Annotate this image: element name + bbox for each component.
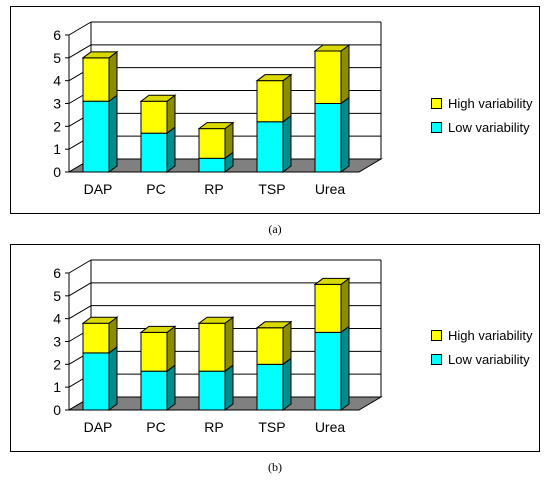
chart-b-bar-urea-high-top bbox=[313, 277, 351, 285]
chart-a-xtick-label-tsp: TSP bbox=[258, 181, 285, 197]
legend-a-low-swatch bbox=[431, 121, 442, 133]
chart-a-ytick-label-6: 6 bbox=[53, 27, 61, 43]
legend-a-high-swatch bbox=[431, 97, 442, 109]
chart-b-bar-pc-low-side bbox=[166, 364, 176, 411]
chart-a-bar-rp-low-front bbox=[198, 157, 226, 173]
chart-b-bar-pc-high-top bbox=[139, 325, 177, 333]
chart-a-bar-urea-low-front bbox=[314, 103, 342, 173]
chart-panel-b: 0 1 2 3 4 5 6 DAP PC RP TSP Urea High variability L… bbox=[10, 244, 540, 452]
caption-b: (b) bbox=[268, 460, 282, 474]
chart-a-bar-tsp-low-side bbox=[282, 114, 292, 173]
chart-b-bar-urea-low-front bbox=[314, 331, 342, 411]
chart-a-bar-urea-high-front bbox=[314, 50, 342, 104]
chart-a-xtick-label-rp: RP bbox=[204, 181, 223, 197]
chart-b-bar-rp-high-side bbox=[224, 316, 234, 373]
chart-b-bar-tsp-high-front bbox=[256, 327, 284, 365]
chart-b-bar-dap-low-front bbox=[82, 352, 110, 411]
chart-a-bar-urea-high-side bbox=[340, 43, 350, 105]
chart-a-bar-tsp-low-front bbox=[256, 121, 284, 173]
chart-b-bar-rp-low-front bbox=[198, 370, 226, 411]
chart-b-xtick-label-urea: Urea bbox=[315, 419, 346, 435]
chart-b-ytick-label-0: 0 bbox=[53, 402, 61, 418]
chart-a-ytick-label-4: 4 bbox=[53, 73, 61, 89]
chart-b-ytick-label-6: 6 bbox=[53, 265, 61, 281]
chart-a-bar-dap-high-top bbox=[81, 51, 119, 59]
chart-a-ytick-label-1: 1 bbox=[53, 141, 61, 157]
legend-b: High variability Low variability bbox=[431, 323, 533, 371]
chart-b-ytick-label-3: 3 bbox=[53, 334, 61, 350]
chart-a-xtick-label-urea: Urea bbox=[315, 181, 346, 197]
chart-b-bar-rp-high-top bbox=[197, 316, 235, 324]
chart-b-ytick-label-1: 1 bbox=[53, 379, 61, 395]
chart-b-xtick-label-pc: PC bbox=[146, 419, 165, 435]
chart-b-canvas: 0 1 2 3 4 5 6 DAP PC RP TSP Urea bbox=[53, 259, 383, 435]
chart-a-xtick-label-pc: PC bbox=[146, 181, 165, 197]
chart-a-bar-rp-high-top bbox=[197, 122, 235, 130]
chart-a-bar-tsp-high-top bbox=[255, 74, 293, 82]
chart-b-grid-diag-4 bbox=[68, 305, 92, 320]
legend-b-high-swatch bbox=[431, 329, 442, 341]
chart-a-grid-diag-5 bbox=[68, 44, 92, 59]
chart-panel-a: 0 1 2 3 4 5 6 DAP PC RP TSP Urea High variability L… bbox=[10, 6, 540, 214]
chart-b-bar-dap-high-front bbox=[82, 322, 110, 354]
chart-a-bar-pc-low-side bbox=[166, 126, 176, 173]
chart-b-grid-diag-6 bbox=[68, 259, 92, 274]
chart-a-grid-diag-6 bbox=[68, 21, 92, 36]
chart-b-ytick-label-5: 5 bbox=[53, 288, 61, 304]
chart-b-bar-pc-high-side bbox=[166, 325, 176, 373]
chart-b-xtick-label-dap: DAP bbox=[84, 419, 113, 435]
chart-a-bar-dap-low-side bbox=[108, 94, 118, 173]
chart-b-bar-tsp-high-top bbox=[255, 321, 293, 329]
legend-a-high: High variability bbox=[431, 91, 533, 115]
chart-b-ytick-label-4: 4 bbox=[53, 311, 61, 327]
chart-b-xtick-label-tsp: TSP bbox=[258, 419, 285, 435]
chart-b-bar-pc-high-front bbox=[140, 331, 168, 372]
chart-a-ytick-label-2: 2 bbox=[53, 118, 61, 134]
legend-b-low-swatch bbox=[431, 353, 442, 365]
chart-a-bar-rp-high-front bbox=[198, 128, 226, 159]
chart-a-ytick-label-3: 3 bbox=[53, 96, 61, 112]
chart-a-bar-pc-high-front bbox=[140, 100, 168, 134]
chart-a-bar-pc-high-top bbox=[139, 94, 177, 102]
chart-a-bar-tsp-high-side bbox=[282, 73, 292, 123]
caption-a: (a) bbox=[268, 222, 282, 236]
chart-b-bar-pc-low-front bbox=[140, 370, 168, 411]
chart-b-bar-urea-high-side bbox=[340, 277, 350, 334]
chart-a-bar-tsp-high-front bbox=[256, 80, 284, 123]
chart-b-grid-diag-5 bbox=[68, 282, 92, 297]
legend-a: High variability Low variability bbox=[431, 91, 533, 139]
chart-a-ytick-label-5: 5 bbox=[53, 50, 61, 66]
chart-b-bar-urea-low-side bbox=[340, 325, 350, 411]
chart-b-bar-rp-high-front bbox=[198, 322, 226, 372]
chart-a-canvas: 0 1 2 3 4 5 6 DAP PC RP TSP Urea bbox=[53, 21, 383, 197]
chart-a-bar-urea-low-side bbox=[340, 96, 350, 173]
chart-b-bar-tsp-low-front bbox=[256, 363, 284, 411]
chart-b-xtick-label-rp: RP bbox=[204, 419, 223, 435]
chart-a-ytick-label-0: 0 bbox=[53, 164, 61, 180]
chart-b-bar-dap-high-top bbox=[81, 316, 119, 324]
chart-b-bar-dap-low-side bbox=[108, 345, 118, 411]
legend-b-high-label: High variability bbox=[448, 327, 533, 343]
chart-b-bar-tsp-high-side bbox=[282, 320, 292, 366]
chart-a-bar-dap-low-front bbox=[82, 100, 110, 173]
chart-a-bar-dap-high-side bbox=[108, 50, 118, 103]
legend-a-low-label: Low variability bbox=[448, 119, 530, 135]
chart-b-ytick-label-2: 2 bbox=[53, 356, 61, 372]
legend-b-low-label: Low variability bbox=[448, 351, 530, 367]
chart-a-bar-pc-low-front bbox=[140, 132, 168, 173]
legend-b-high: High variability bbox=[431, 323, 533, 347]
chart-a-bar-urea-high-top bbox=[313, 44, 351, 52]
legend-a-high-label: High variability bbox=[448, 95, 533, 111]
chart-a-bar-dap-high-front bbox=[82, 57, 110, 102]
chart-b-bar-rp-low-side bbox=[224, 364, 234, 411]
chart-a-xtick-label-dap: DAP bbox=[84, 181, 113, 197]
legend-a-low: Low variability bbox=[431, 115, 533, 139]
chart-b-bar-urea-high-front bbox=[314, 283, 342, 333]
chart-b-bar-tsp-low-side bbox=[282, 357, 292, 411]
legend-b-low: Low variability bbox=[431, 347, 533, 371]
